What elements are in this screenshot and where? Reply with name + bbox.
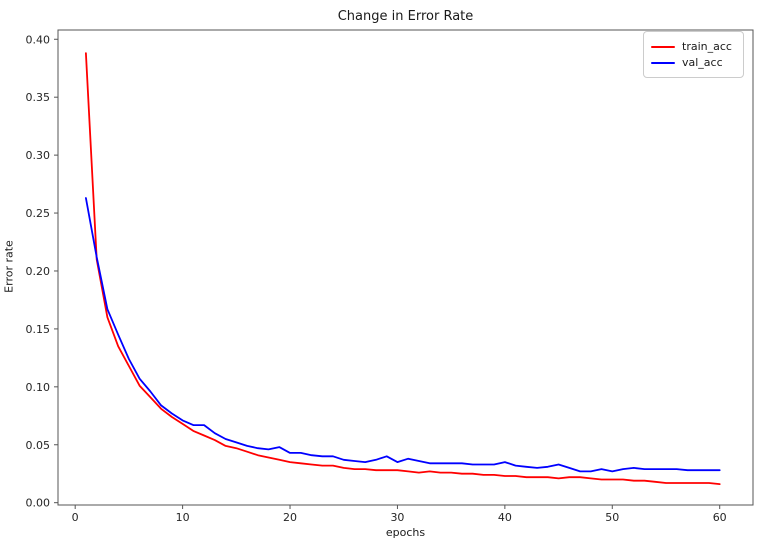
y-tick-label: 0.30 [26, 149, 51, 162]
y-tick-label: 0.40 [26, 33, 51, 46]
legend-label-val-acc: val_acc [682, 56, 723, 69]
x-tick-label: 50 [605, 511, 619, 524]
y-tick-label: 0.25 [26, 207, 51, 220]
x-tick-label: 40 [498, 511, 512, 524]
y-tick-label: 0.15 [26, 323, 51, 336]
chart-title: Change in Error Rate [337, 9, 474, 24]
y-tick-label: 0.05 [26, 439, 51, 452]
legend-label-train-acc: train_acc [682, 40, 732, 53]
x-tick-label: 0 [72, 511, 79, 524]
legend: train_acc val_acc [643, 31, 744, 78]
train-acc-line [85, 52, 721, 486]
plot-spines [57, 29, 754, 506]
legend-line-val-acc-swatch [651, 61, 675, 64]
legend-line-train-acc-swatch [651, 45, 675, 48]
x-tick-label: 20 [283, 511, 297, 524]
y-tick-label: 0.10 [26, 381, 51, 394]
x-tick-label: 30 [390, 511, 404, 524]
legend-item-train-acc: train_acc [651, 41, 736, 52]
y-tick-label: 0.35 [26, 91, 51, 104]
x-tick-label: 60 [713, 511, 727, 524]
val-acc-line [85, 197, 721, 473]
y-tick-label: 0.00 [26, 497, 51, 510]
legend-item-val-acc: val_acc [651, 57, 736, 68]
x-axis-label: epochs [385, 526, 426, 539]
x-tick-label: 10 [176, 511, 190, 524]
y-tick-label: 0.20 [26, 265, 51, 278]
